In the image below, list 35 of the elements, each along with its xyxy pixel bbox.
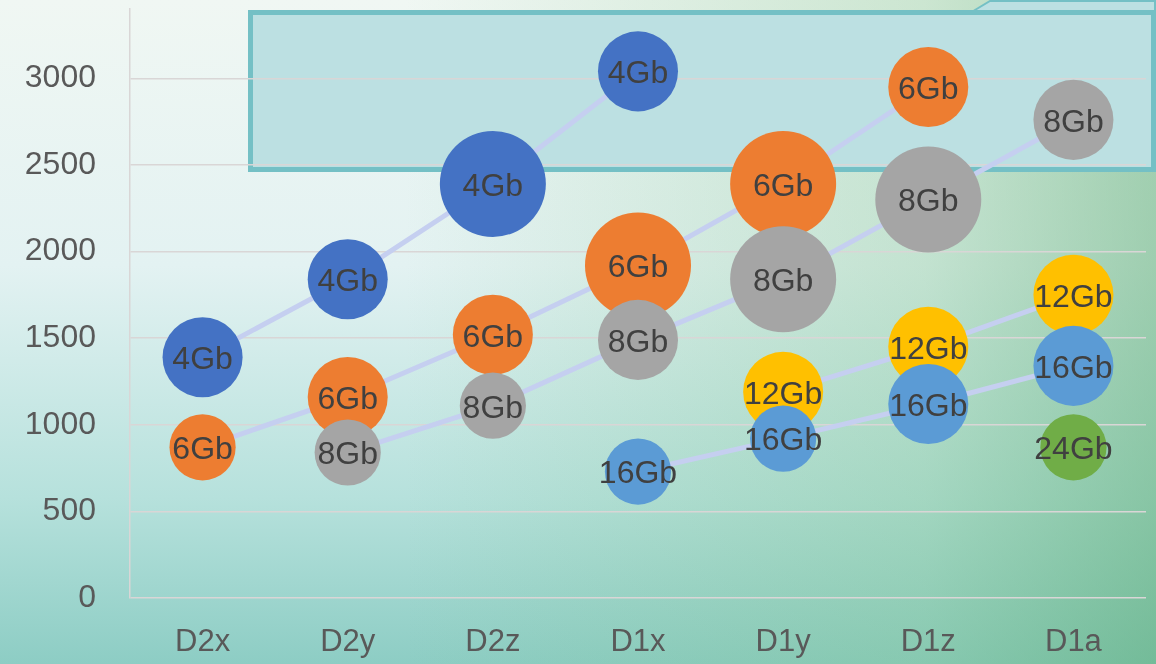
- y-tick-label: 0: [78, 577, 96, 614]
- x-tick-label: D1x: [610, 623, 667, 659]
- series-label: 4Gb: [317, 262, 378, 299]
- text: 6Gb: [752, 166, 814, 203]
- y-tick-label: 1500: [24, 317, 96, 354]
- text: 8Gb: [317, 435, 378, 472]
- text: 8Gb: [898, 182, 959, 219]
- text: 4Gb: [462, 166, 524, 203]
- text: 6Gb: [462, 317, 524, 354]
- y-tick-label: 1000: [24, 404, 96, 441]
- text: 12Gb: [744, 374, 823, 411]
- text: 6Gb: [898, 69, 959, 106]
- x-tick-label: D2z: [465, 623, 521, 659]
- y-tick-label: 2000: [24, 231, 96, 268]
- text: 16Gb: [1034, 348, 1113, 385]
- y-tick-label: 2500: [24, 144, 96, 181]
- text: 4Gb: [172, 340, 233, 377]
- x-tick-label: D2y: [320, 623, 376, 659]
- text: 8Gb: [1043, 102, 1104, 139]
- text: 12Gb: [1034, 277, 1113, 314]
- y-tick-label: 3000: [24, 58, 96, 95]
- series-label: 8Gb: [462, 388, 524, 425]
- text: 8Gb: [752, 262, 814, 299]
- text: 6Gb: [317, 379, 378, 416]
- x-tick-label: D1z: [900, 623, 956, 659]
- series-label: 16Gb: [889, 386, 968, 423]
- x-tick-label: D2x: [175, 623, 231, 659]
- series-label: 6Gb: [172, 430, 233, 467]
- series-label: 12Gb: [889, 329, 968, 366]
- x-tick-label: D1a: [1044, 623, 1103, 659]
- y-tick-label: 500: [42, 491, 96, 528]
- text: 8Gb: [607, 322, 669, 359]
- text: 4Gb: [607, 54, 669, 91]
- text: 6Gb: [607, 248, 669, 285]
- x-tick-label: D1y: [755, 623, 812, 659]
